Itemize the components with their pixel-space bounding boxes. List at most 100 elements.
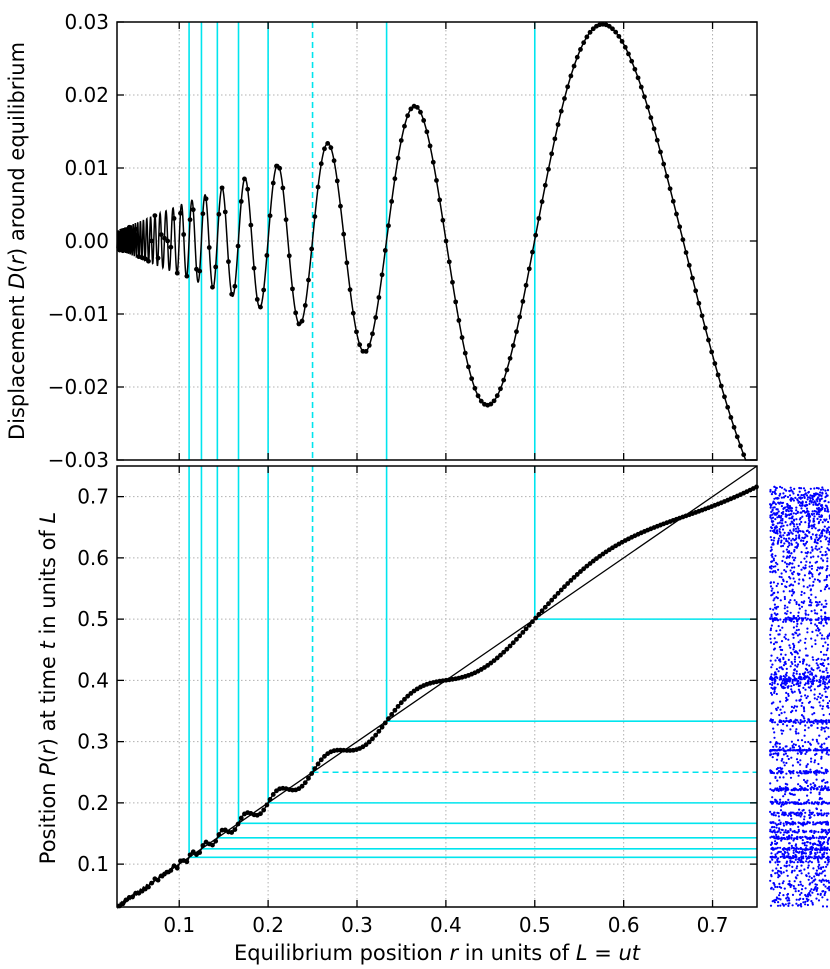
density-point (820, 880, 823, 884)
density-point (785, 699, 788, 702)
density-point (821, 492, 824, 495)
density-point (808, 811, 812, 814)
density-point (819, 566, 822, 569)
density-point (800, 695, 803, 698)
density-point (775, 823, 778, 827)
density-point (783, 793, 787, 796)
density-point (820, 872, 823, 875)
displacement-marker (725, 404, 731, 410)
density-point (777, 897, 781, 900)
density-point (774, 814, 777, 817)
density-point (773, 721, 777, 724)
density-point (802, 778, 806, 782)
displacement-marker (475, 393, 481, 399)
density-point (785, 580, 789, 583)
density-point (791, 801, 794, 804)
density-point (820, 615, 823, 618)
density-point (775, 584, 778, 588)
density-point (796, 802, 800, 805)
density-point (792, 512, 795, 515)
density-point (779, 821, 782, 824)
density-point (781, 528, 785, 531)
density-point (796, 634, 800, 637)
density-point (816, 578, 820, 581)
displacement-marker (402, 123, 407, 129)
density-point (795, 518, 798, 521)
density-point (808, 821, 811, 825)
density-point (802, 749, 805, 752)
density-point (818, 510, 821, 513)
position-marker (315, 761, 321, 767)
density-point (804, 694, 807, 697)
density-point (791, 522, 795, 525)
density-point (801, 536, 804, 539)
density-point (783, 855, 786, 858)
density-point (799, 771, 802, 775)
density-point (779, 708, 782, 711)
density-point (819, 704, 822, 707)
density-point (794, 890, 797, 893)
density-point (823, 509, 827, 512)
density-point (821, 855, 825, 858)
density-point (822, 890, 825, 893)
density-point (811, 498, 815, 501)
density-point (823, 683, 827, 686)
position-marker (302, 780, 308, 786)
displacement-marker (232, 283, 238, 289)
position-marker (373, 732, 379, 738)
density-point (826, 560, 829, 563)
density-point (770, 613, 773, 616)
density-point (782, 534, 785, 537)
displacement-marker (120, 248, 126, 254)
density-point (789, 611, 792, 614)
density-point (798, 578, 801, 581)
displacement-marker (203, 196, 209, 202)
density-point (800, 751, 803, 755)
density-point (777, 537, 781, 540)
density-point (806, 899, 809, 903)
density-point (803, 848, 806, 851)
density-point (779, 492, 782, 495)
density-point (782, 687, 785, 690)
displacement-marker (610, 26, 615, 32)
density-point (773, 603, 777, 606)
density-point (817, 657, 820, 661)
density-point (817, 513, 821, 516)
density-point (774, 840, 777, 843)
density-point (822, 713, 825, 717)
position-marker (574, 572, 580, 577)
density-point (822, 800, 826, 803)
density-point (782, 880, 785, 883)
density-point (792, 648, 795, 651)
density-point (769, 753, 772, 756)
density-point (825, 771, 828, 775)
position-marker (184, 859, 190, 865)
density-point (782, 747, 785, 750)
density-point (826, 671, 829, 674)
density-point (811, 630, 814, 634)
density-point (806, 903, 810, 907)
density-point (780, 787, 783, 790)
density-point (774, 822, 777, 825)
density-point (781, 626, 784, 629)
density-point (813, 520, 816, 523)
density-point (780, 582, 784, 586)
bottom-ticks: 0.10.20.30.40.50.60.70.1 0.2 0.3 0.4 0.5 0.6 0… (77, 466, 757, 937)
density-point (777, 857, 780, 860)
density-point (785, 585, 788, 589)
density-point (821, 634, 824, 637)
displacement-marker (677, 224, 683, 230)
density-point (807, 679, 810, 682)
density-point (816, 821, 819, 824)
density-point (808, 496, 811, 499)
displacement-marker (542, 182, 548, 188)
density-point (770, 554, 773, 557)
density-point (805, 897, 808, 901)
density-point (824, 781, 827, 784)
density-point (793, 658, 797, 661)
position-marker (578, 569, 583, 574)
density-point (785, 539, 788, 543)
density-point (771, 721, 774, 724)
density-point (778, 530, 781, 533)
displacement-marker (568, 73, 574, 79)
